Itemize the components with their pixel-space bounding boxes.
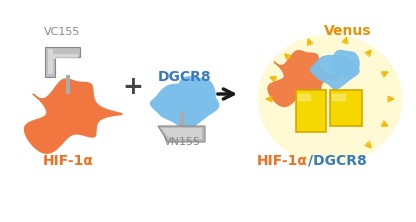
Ellipse shape (258, 34, 403, 164)
Text: /DGCR8: /DGCR8 (308, 154, 367, 168)
Text: Venus: Venus (324, 24, 372, 38)
Polygon shape (158, 126, 205, 142)
Polygon shape (151, 84, 219, 131)
Text: VN155: VN155 (163, 137, 201, 147)
Text: VC155: VC155 (44, 27, 80, 37)
Polygon shape (310, 56, 359, 89)
Polygon shape (48, 49, 78, 74)
Polygon shape (25, 79, 122, 153)
Polygon shape (298, 94, 310, 100)
Polygon shape (161, 128, 202, 139)
Polygon shape (332, 50, 359, 77)
Text: +: + (123, 75, 144, 99)
Polygon shape (268, 51, 340, 106)
Text: HIF-1α: HIF-1α (42, 154, 94, 168)
Polygon shape (45, 47, 80, 77)
Polygon shape (177, 77, 215, 114)
FancyBboxPatch shape (330, 90, 362, 126)
Polygon shape (332, 94, 345, 100)
Text: DGCR8: DGCR8 (158, 70, 212, 84)
FancyBboxPatch shape (296, 90, 326, 132)
Text: HIF-1α: HIF-1α (257, 154, 308, 168)
